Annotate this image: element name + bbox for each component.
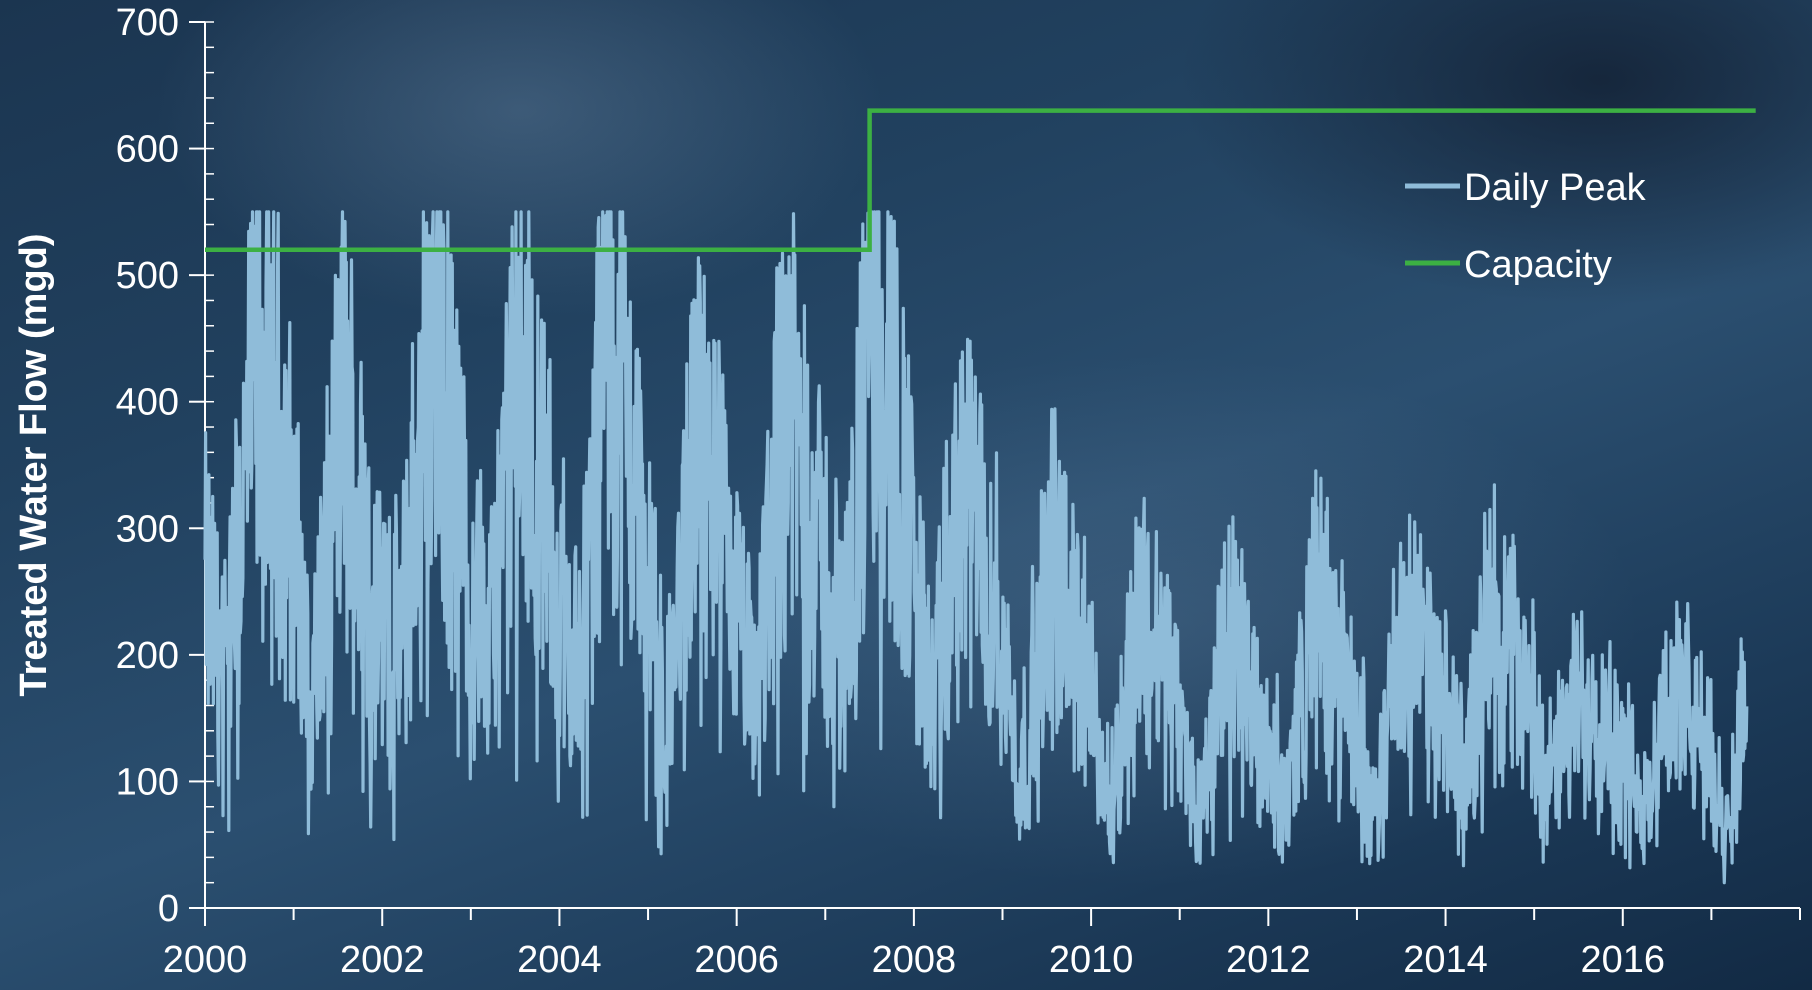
series-daily-peak-line	[203, 210, 1749, 885]
x-tick-label: 2016	[1581, 939, 1666, 981]
x-tick-label: 2002	[340, 939, 425, 981]
x-tick-label: 2000	[163, 939, 248, 981]
x-tick-label: 2004	[517, 939, 602, 981]
x-tick-label: 2010	[1049, 939, 1134, 981]
series-layer	[203, 108, 1756, 885]
x-tick-labels: 2000 2002 2004 2006 2008 2010 2012 2014 2016	[163, 939, 1665, 981]
y-tick-label: 300	[116, 508, 179, 550]
x-ticks	[204, 908, 1801, 926]
y-major-ticks	[189, 21, 205, 909]
x-tick-label: 2012	[1226, 939, 1311, 981]
y-axis-title: Treated Water Flow (mgd)	[13, 233, 55, 696]
y-tick-label: 100	[116, 761, 179, 803]
x-tick-label: 2008	[872, 939, 957, 981]
y-tick-label: 0	[158, 888, 179, 930]
y-tick-label: 500	[116, 255, 179, 297]
x-tick-label: 2014	[1403, 939, 1488, 981]
y-tick-label: 400	[116, 382, 179, 424]
legend-daily-peak-label: Daily Peak	[1464, 167, 1647, 209]
y-tick-label: 200	[116, 635, 179, 677]
y-tick-label: 700	[116, 2, 179, 44]
legend-capacity-label: Capacity	[1464, 244, 1612, 286]
y-tick-label: 600	[116, 129, 179, 171]
x-tick-label: 2006	[694, 939, 779, 981]
legend: Daily Peak Capacity	[1405, 167, 1647, 286]
y-tick-labels: 0 100 200 300 400 500 600 700	[116, 2, 179, 930]
series-capacity-line	[205, 108, 1756, 253]
